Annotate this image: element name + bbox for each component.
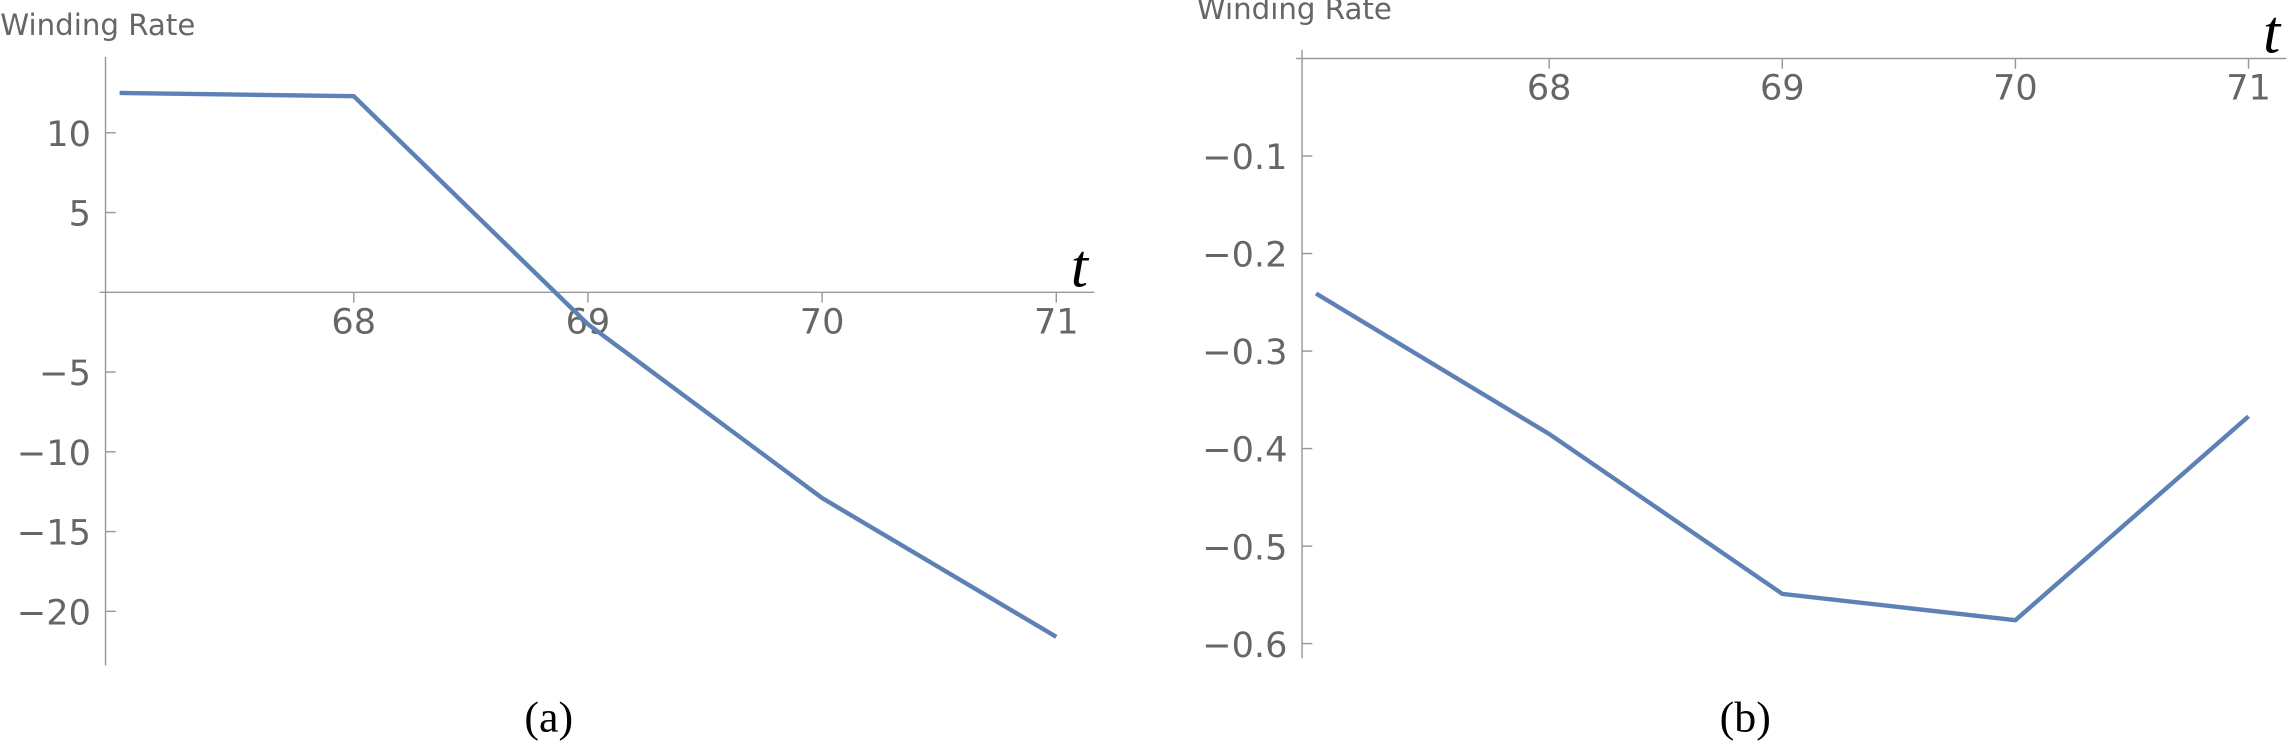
y-tick-label: −5 <box>39 353 91 394</box>
y-axis-label: Winding Rate <box>0 8 195 42</box>
x-tick-label: 71 <box>2226 67 2271 108</box>
y-tick-label: −0.3 <box>1202 332 1287 373</box>
data-line <box>1314 291 2250 623</box>
x-tick-label: 68 <box>331 301 376 342</box>
x-axis-label: t <box>1071 232 1090 300</box>
caption: (a) <box>524 693 573 741</box>
y-tick-label: −0.4 <box>1202 430 1287 471</box>
x-tick-label: 70 <box>1993 67 2038 108</box>
y-tick-label: −0.2 <box>1202 235 1287 276</box>
x-axis-label: t <box>2263 0 2282 67</box>
x-tick-label: 69 <box>1760 67 1805 108</box>
y-tick-label: 10 <box>46 114 91 155</box>
y-tick-label: −20 <box>17 592 91 633</box>
y-tick-label: −15 <box>17 513 91 554</box>
y-tick-label: −10 <box>17 433 91 474</box>
y-tick-label: −0.1 <box>1202 137 1287 178</box>
y-tick-label: −0.5 <box>1202 527 1287 568</box>
y-tick-label: 5 <box>69 194 91 235</box>
x-tick-label: 70 <box>800 301 845 342</box>
data-line <box>119 90 1058 639</box>
x-tick-label: 68 <box>1527 67 1572 108</box>
x-tick-label: 71 <box>1034 301 1079 342</box>
y-axis-label: Winding Rate <box>1197 0 1392 26</box>
caption: (b) <box>1720 693 1771 741</box>
y-tick-label: −0.6 <box>1202 625 1287 666</box>
